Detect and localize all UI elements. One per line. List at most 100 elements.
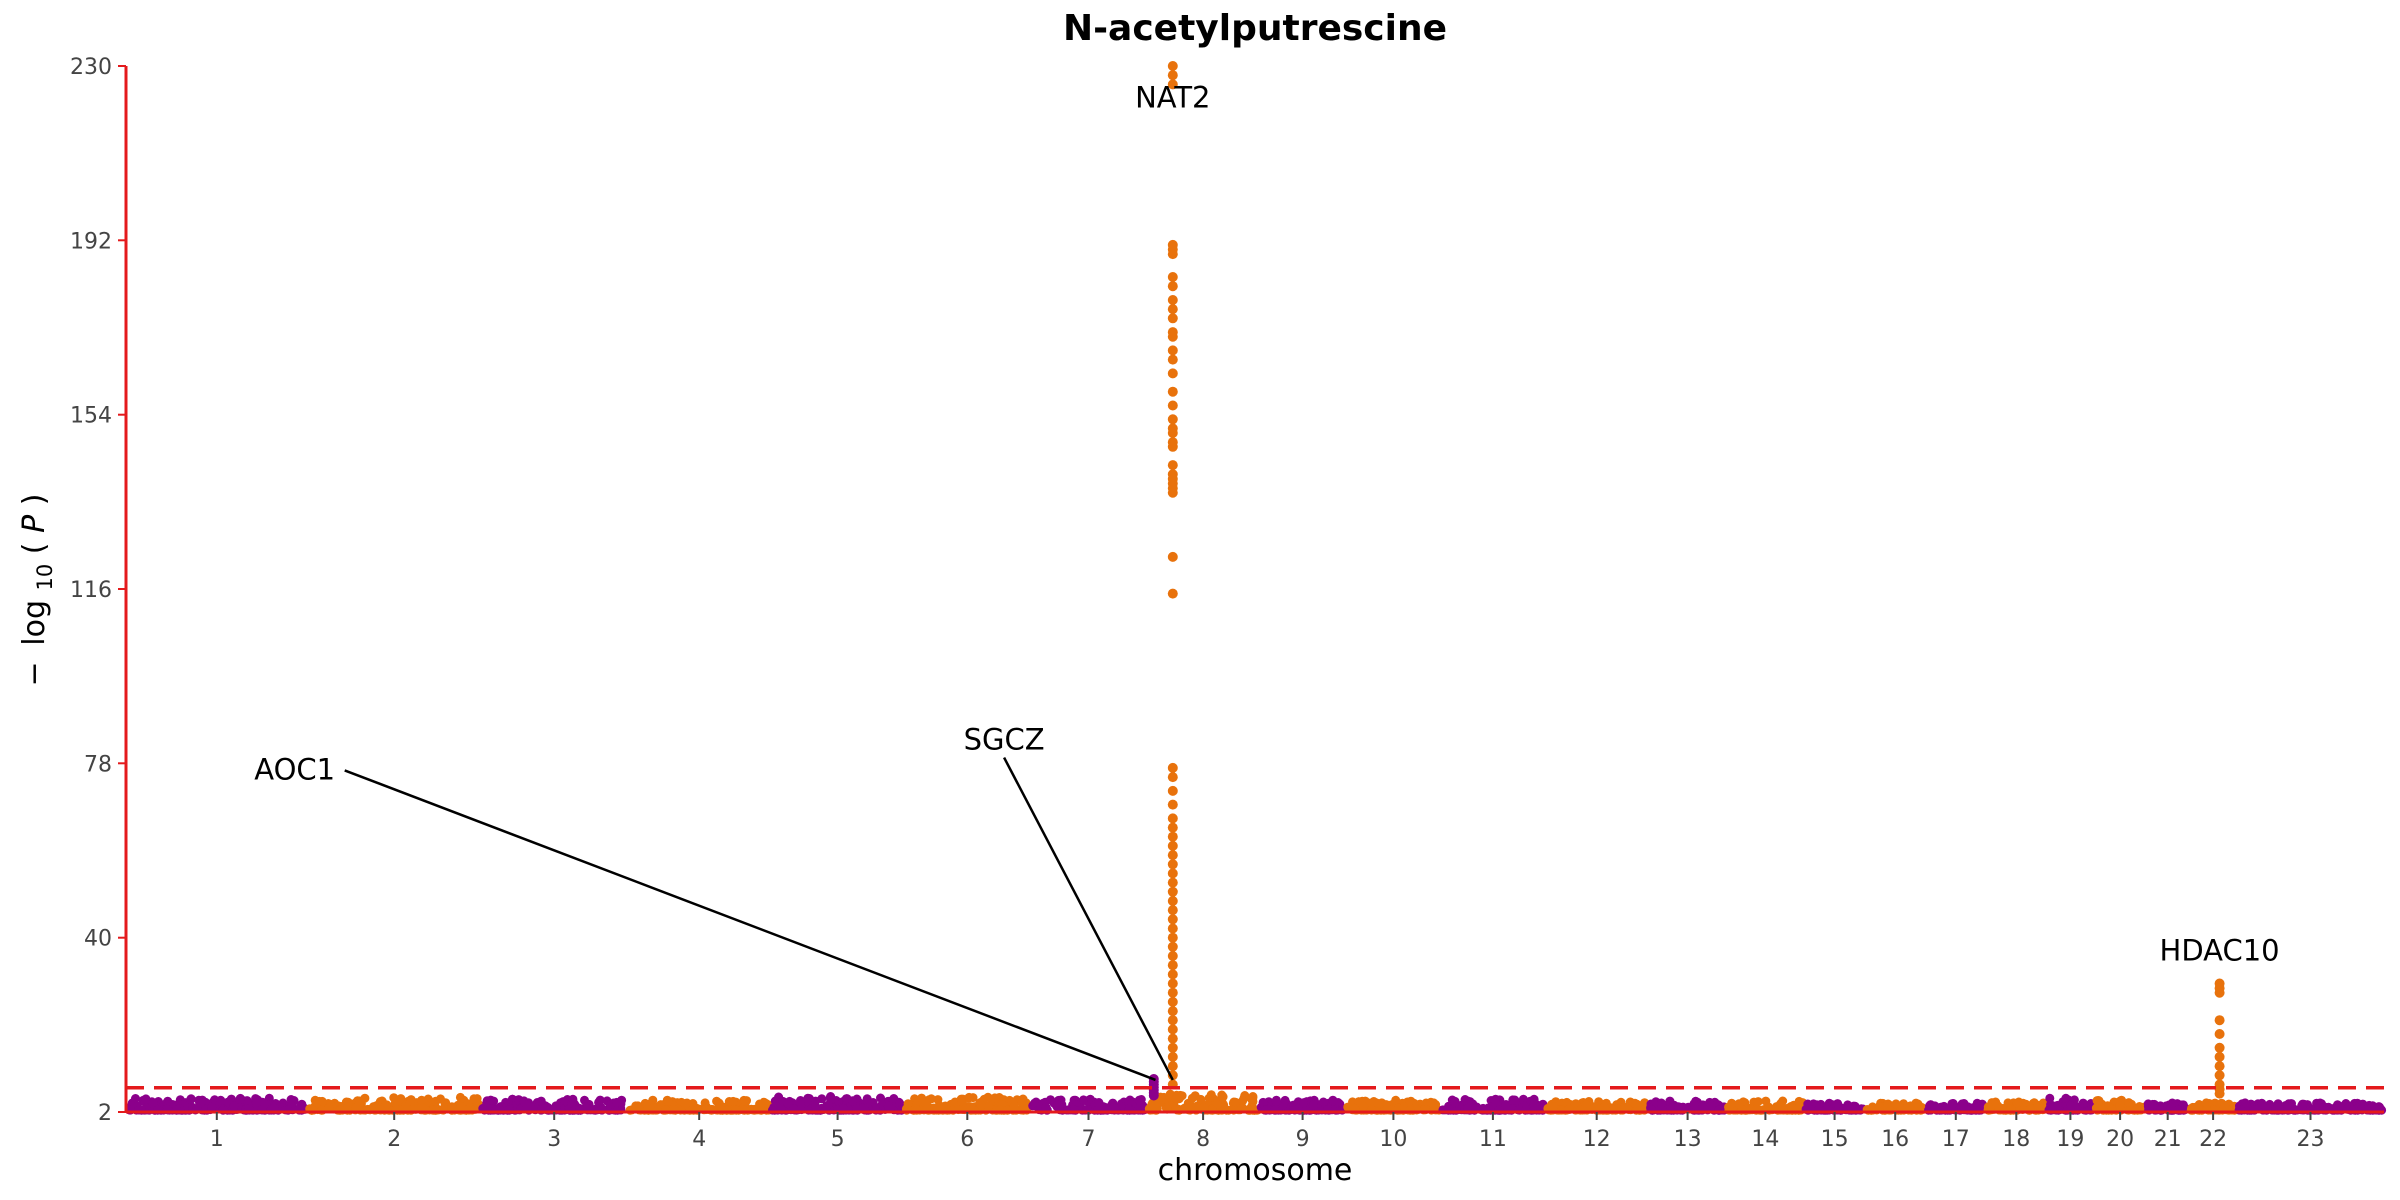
peak-snp-point [1167,272,1178,282]
snp-point [269,1103,279,1113]
snp-point [417,1095,427,1105]
peak-snp-point [1167,978,1178,989]
peak-snp-point [1167,460,1178,471]
peak-snp-point [1167,400,1178,411]
snp-point [1212,1099,1222,1109]
peak-snp-point [1167,987,1178,998]
snp-point [1656,1098,1666,1108]
y-axis-ticks: 2 40 78 116 154 192 230 [70,55,126,1126]
peak-snp-point [1167,914,1178,925]
snp-point [343,1097,353,1107]
chromosome-9-points [1256,1095,1347,1115]
peak-snp-point [1167,1033,1178,1044]
snp-point [1374,1099,1384,1109]
snp-point [1891,1099,1901,1109]
snp-point [2012,1099,2022,1109]
snp-point [1844,1103,1853,1112]
snp-point [2193,1103,2203,1112]
x-tick-label: 3 [547,1127,561,1152]
peak-snp-point [1167,345,1178,356]
snp-point [990,1093,1000,1103]
snp-point [984,1102,993,1112]
snp-point [1450,1097,1460,1107]
peak-snp-point [1167,1051,1178,1062]
peak-snp-point [1167,996,1178,1007]
snp-point [2314,1100,2324,1110]
snp-point [2053,1100,2062,1110]
gene-label-nat2: NAT2 [1135,80,1210,114]
snp-point [1100,1103,1110,1112]
peak-snp-point [1167,762,1178,773]
y-axis-title-subscript: 10 [33,564,57,591]
snp-point [1689,1099,1699,1109]
snp-point [1046,1095,1055,1105]
peak-snp-point [1167,441,1178,452]
snp-point [1231,1097,1240,1107]
x-tick-label: 18 [2002,1127,2030,1152]
x-tick-label: 5 [831,1127,845,1152]
snp-point [1674,1102,1684,1112]
gene-labels: NAT2 SGCZ AOC1 HDAC10 [254,80,2279,967]
peak-snp-point [1167,941,1178,952]
chromosome-22-peak [2214,978,2225,1099]
snp-point [1803,1099,1813,1109]
peak-snp-point [2214,1029,2225,1039]
peak-snp-point [1167,354,1178,365]
snp-point [456,1102,466,1112]
snp-point [1280,1095,1290,1105]
snp-point [1358,1101,1368,1111]
snp-point [1041,1102,1051,1112]
x-tick-label: 10 [1379,1127,1407,1152]
snp-point [759,1097,769,1107]
x-tick-label: 17 [1942,1127,1970,1152]
x-tick-label: 6 [960,1127,974,1152]
peak-snp-point [1167,960,1178,971]
y-axis-title-prefix: − [17,661,52,686]
peak-snp-point [1167,951,1178,961]
y-tick-label: 154 [70,404,112,429]
snp-point [1549,1102,1558,1112]
snp-point [469,1094,479,1104]
peak-snp-point [1167,1061,1178,1072]
peak-snp-point [1167,923,1178,934]
peak-snp-point [1167,79,1178,90]
peak-snp-point [1167,1006,1178,1017]
x-tick-label: 16 [1881,1127,1909,1152]
snp-point [2282,1100,2292,1110]
y-axis-title-close-paren: ) [17,494,52,506]
snp-point [2003,1098,2013,1108]
snp-point [663,1096,673,1106]
snp-point [216,1095,226,1105]
snp-point [1218,1092,1228,1102]
snp-point [917,1093,927,1103]
snp-point [1079,1095,1088,1105]
snp-point [1428,1099,1438,1109]
snp-point [2149,1099,2159,1109]
peak-snp-point [1148,1090,1159,1101]
snp-point [1794,1096,1804,1106]
snp-point [848,1096,857,1106]
snp-point [486,1095,496,1105]
x-tick-label: 13 [1674,1127,1702,1152]
snp-point [1124,1096,1134,1106]
peak-snp-point [1167,785,1178,796]
snp-point [1463,1096,1473,1106]
snp-point [1271,1097,1281,1106]
x-tick-label: 21 [2154,1127,2182,1152]
x-tick-label: 15 [1821,1127,1849,1152]
gene-label-sgcz: SGCZ [964,723,1045,757]
x-tick-label: 4 [692,1127,706,1152]
snp-point [876,1093,885,1103]
peak-snp-point [1167,840,1178,851]
snp-point [822,1101,832,1111]
snp-point [229,1101,239,1111]
snp-point [802,1096,812,1106]
peak-snp-point [2214,987,2225,998]
snp-point [1727,1098,1737,1108]
x-tick-label: 22 [2199,1127,2227,1152]
y-tick-label: 78 [84,752,112,777]
snp-point [1930,1102,1940,1112]
peak-snp-point [1167,831,1178,842]
peak-snp-point [1167,772,1178,783]
snp-point [728,1096,738,1106]
